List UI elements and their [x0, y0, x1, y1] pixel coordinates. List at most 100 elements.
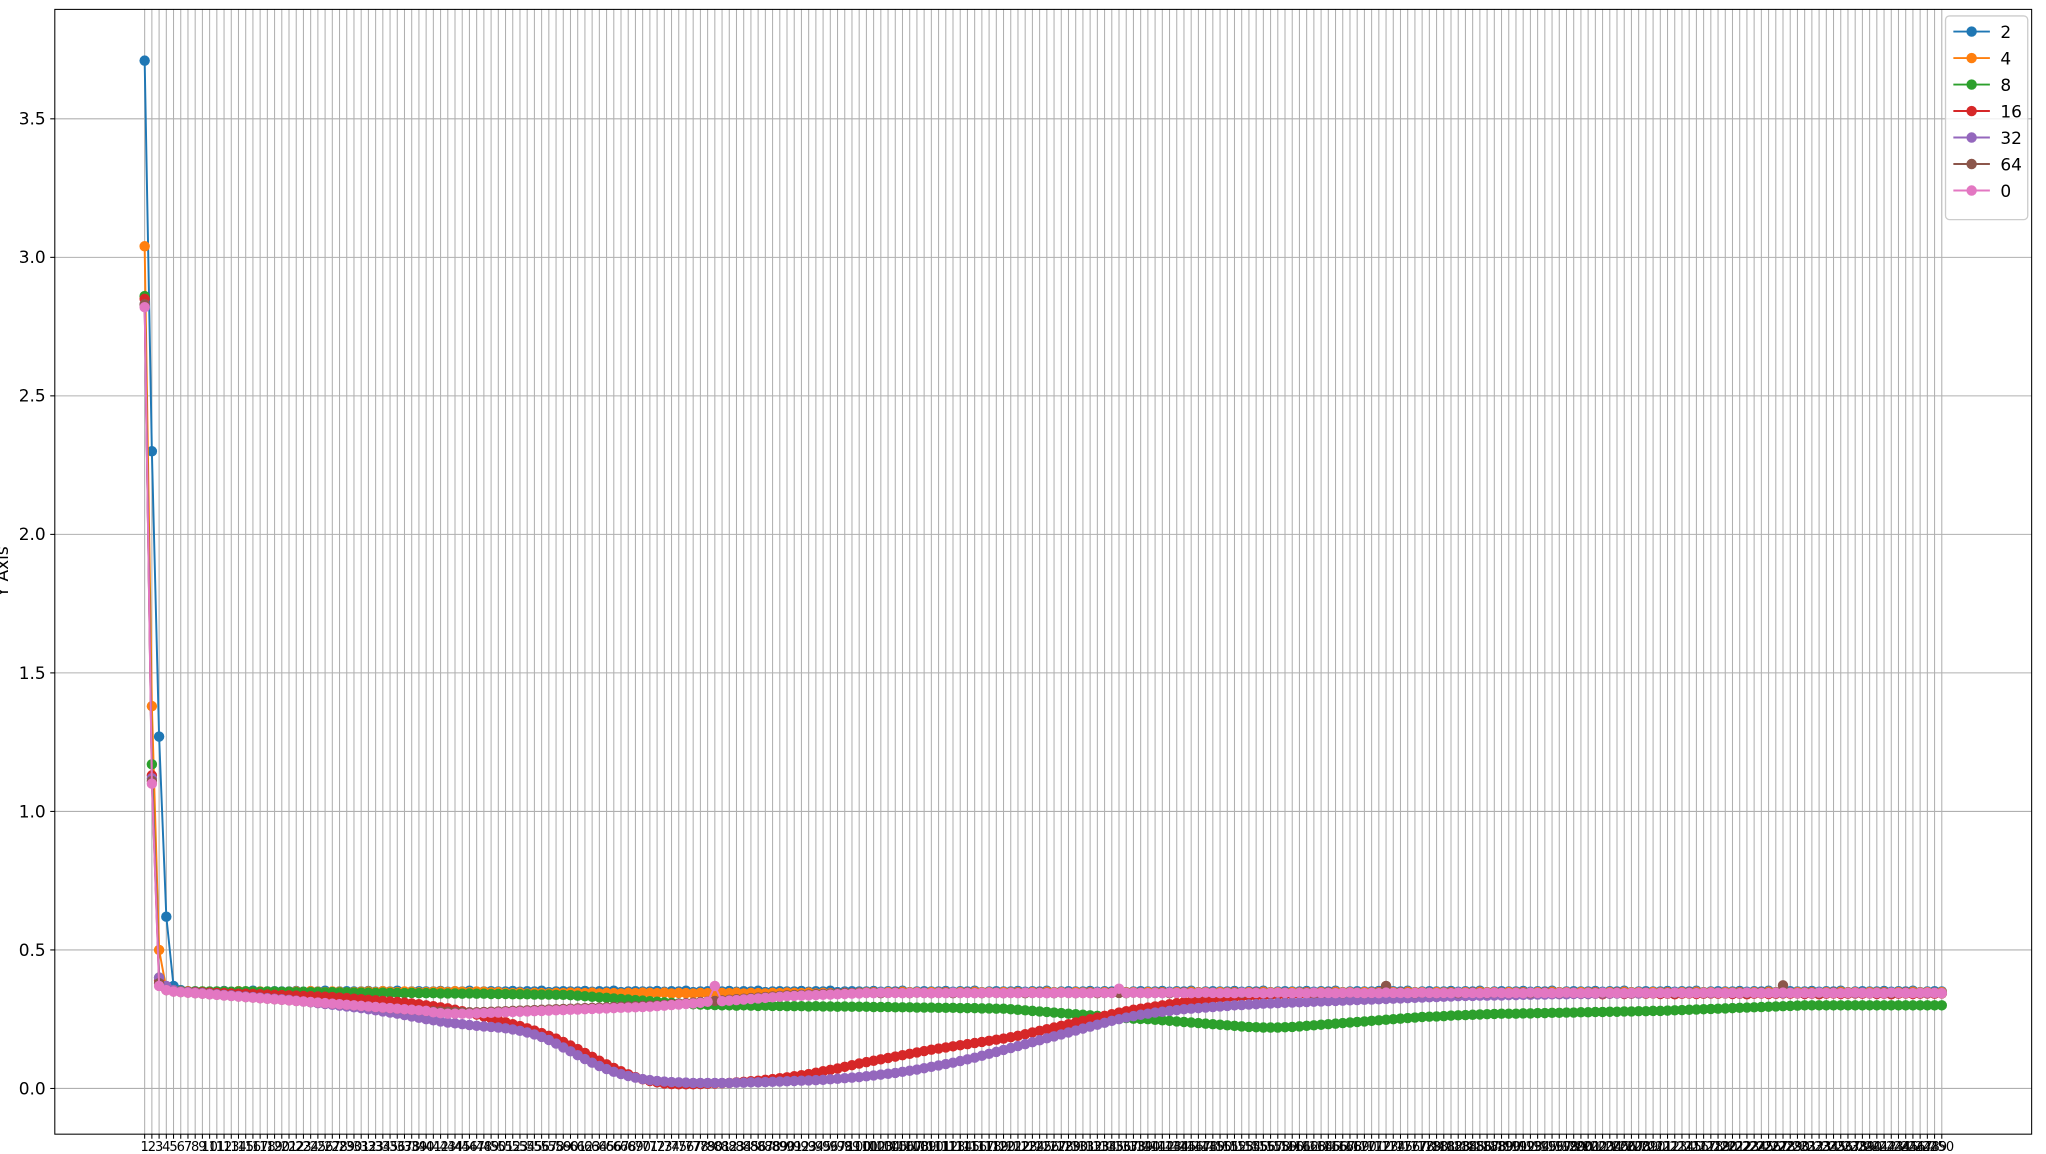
legend-label: 4 [2000, 49, 2011, 69]
data-point [709, 980, 721, 992]
x-tick-label: 76 [678, 1140, 695, 1154]
x-tick-label: 50 [490, 1140, 507, 1154]
x-tick-label: 115 [955, 1140, 980, 1154]
legend-box [1944, 15, 2029, 221]
x-tick-label: 55 [526, 1140, 543, 1154]
data-point [1633, 1005, 1644, 1017]
x-tick-label: 7 [184, 1140, 192, 1154]
data-point [1922, 1000, 1933, 1011]
x-tick-label: 65 [598, 1140, 615, 1154]
data-point [976, 1003, 988, 1014]
series-line [143, 298, 1942, 1086]
x-tick-label: 200 [1568, 1140, 1593, 1154]
x-tick-label: 117 [969, 1140, 994, 1154]
x-tick-label: 110 [919, 1140, 944, 1154]
x-tick-label: 33 [367, 1140, 384, 1154]
x-tick-label: 60 [562, 1140, 579, 1154]
x-tick-label: 74 [663, 1140, 680, 1154]
x-tick-label: 39 [411, 1140, 428, 1154]
x-tick-label: 103 [868, 1140, 893, 1154]
data-point [1878, 1000, 1890, 1011]
x-tick-label: 180 [1424, 1140, 1449, 1154]
x-tick-label: 245 [1893, 1140, 1918, 1154]
x-tick-label: 151 [1215, 1140, 1240, 1154]
x-tick-label: 232 [1799, 1140, 1824, 1154]
x-tick-label: 5 [169, 1140, 177, 1154]
x-tick-label: 114 [948, 1140, 973, 1154]
x-tick-label: 244 [1886, 1140, 1911, 1154]
x-tick-label: 248 [1915, 1140, 1940, 1154]
data-point [1532, 987, 1543, 999]
series-line [143, 60, 1942, 994]
x-tick-label: 202 [1583, 1140, 1608, 1154]
x-tick-label: 112 [933, 1140, 958, 1154]
x-tick-label: 167 [1330, 1140, 1355, 1154]
plot-frame [54, 8, 2033, 1135]
data-point [687, 1077, 699, 1089]
data-point [1900, 1000, 1911, 1011]
x-tick-label: 194 [1525, 1140, 1550, 1154]
legend-marker [1966, 79, 1977, 90]
x-tick-label: 187 [1475, 1140, 1500, 1154]
data-point [1496, 1008, 1507, 1019]
series [139, 241, 1948, 999]
data-point [1647, 1005, 1659, 1017]
x-tick-label: 62 [577, 1140, 594, 1154]
data-point [139, 301, 150, 313]
legend-label: 8 [2000, 75, 2011, 95]
x-tick-label: 138 [1121, 1140, 1146, 1154]
x-tick-label: 13 [223, 1140, 240, 1154]
x-tick-label: 78 [692, 1140, 709, 1154]
x-tick-label: 175 [1388, 1140, 1413, 1154]
x-tick-label: 125 [1027, 1140, 1052, 1154]
data-point [139, 55, 150, 66]
legend-marker [1966, 26, 1977, 37]
x-tick-label: 191 [1504, 1140, 1529, 1154]
x-tick-label: 160 [1280, 1140, 1305, 1154]
data-point [789, 1000, 800, 1012]
x-tick-label: 37 [396, 1140, 413, 1154]
y-tick-label: 0.5 [19, 940, 46, 960]
x-tick-label: 135 [1099, 1140, 1124, 1154]
x-tick-label: 36 [389, 1140, 406, 1154]
data-point [420, 987, 432, 999]
data-point [817, 1001, 829, 1012]
data-point [384, 987, 396, 999]
x-tick-label: 12 [216, 1140, 233, 1154]
x-tick-label: 43 [439, 1140, 456, 1154]
x-tick-label: 84 [735, 1140, 752, 1154]
x-tick-label: 94 [808, 1140, 825, 1154]
x-tick-label: 20 [273, 1140, 290, 1154]
x-tick-label: 88 [764, 1140, 781, 1154]
x-tick-label: 16 [245, 1140, 262, 1154]
x-tick-label: 61 [569, 1140, 586, 1154]
x-tick-label: 188 [1482, 1140, 1507, 1154]
y-axis-label: Y Axis [0, 546, 12, 598]
data-point [1799, 1000, 1810, 1011]
x-tick-label: 164 [1309, 1140, 1334, 1154]
data-point [745, 1077, 757, 1088]
data-point [940, 1002, 952, 1014]
data-point [1907, 1000, 1919, 1011]
legend-label: 32 [2000, 128, 2022, 148]
x-tick-label: 234 [1814, 1140, 1839, 1154]
data-point [442, 1008, 454, 1019]
x-tick-label: 53 [512, 1140, 529, 1154]
data-point [1619, 1006, 1630, 1017]
x-tick-label: 66 [605, 1140, 622, 1154]
data-point [933, 1002, 944, 1014]
legend-marker [1966, 52, 1977, 64]
x-tick-label: 93 [800, 1140, 817, 1154]
x-tick-label: 109 [912, 1140, 937, 1154]
data-point [1388, 987, 1399, 999]
x-tick-label: 9 [198, 1140, 206, 1154]
x-tick-label: 140 [1135, 1140, 1160, 1154]
x-tick-label: 72 [649, 1140, 666, 1154]
x-tick-label: 159 [1273, 1140, 1298, 1154]
x-tick-label: 102 [861, 1140, 886, 1154]
x-tick-label: 71 [642, 1140, 659, 1154]
data-point [529, 989, 540, 1000]
series [139, 290, 1948, 1033]
data-point [846, 1001, 858, 1012]
